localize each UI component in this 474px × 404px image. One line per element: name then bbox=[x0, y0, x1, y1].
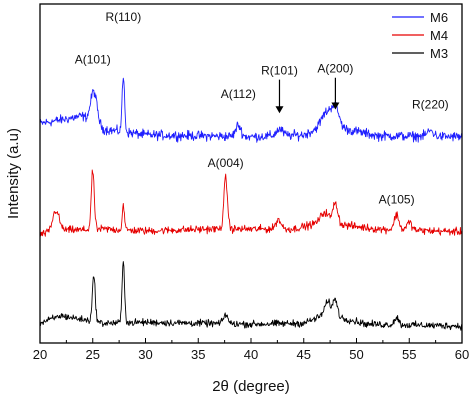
legend-label-m3: M3 bbox=[430, 46, 448, 61]
y-axis-title: Intensity (a.u) bbox=[5, 128, 22, 219]
tick-layer: 20 25 30 35 40 45 50 55 60 bbox=[33, 338, 469, 362]
series-line-m3 bbox=[39, 261, 463, 331]
peak-label: A(105) bbox=[379, 193, 415, 207]
x-tick-label: 30 bbox=[138, 347, 152, 362]
peak-label: A(004) bbox=[208, 156, 244, 170]
legend: M6 M4 M3 bbox=[392, 10, 448, 61]
annotation-layer: A(101) R(110) A(112) R(101) A(200) R(220) A(00… bbox=[75, 10, 449, 207]
series-line-m4 bbox=[39, 169, 463, 237]
legend-label-m4: M4 bbox=[430, 28, 448, 43]
series-layer bbox=[39, 77, 463, 331]
peak-label: A(200) bbox=[317, 62, 353, 76]
arrow-head bbox=[331, 102, 340, 110]
peak-label: R(110) bbox=[105, 10, 141, 24]
x-tick-label: 40 bbox=[244, 347, 258, 362]
x-tick-label: 35 bbox=[191, 347, 205, 362]
x-tick-label: 20 bbox=[33, 347, 47, 362]
x-tick-label: 45 bbox=[297, 347, 311, 362]
x-tick-label: 60 bbox=[455, 347, 469, 362]
arrow-head bbox=[275, 106, 284, 114]
x-axis-title: 2θ (degree) bbox=[212, 378, 290, 395]
peak-label: R(220) bbox=[412, 98, 449, 112]
series-line-m6 bbox=[39, 77, 463, 143]
legend-label-m6: M6 bbox=[430, 10, 448, 25]
x-tick-label: 25 bbox=[86, 347, 100, 362]
peak-label: R(101) bbox=[261, 64, 298, 78]
peak-label: A(112) bbox=[221, 87, 256, 101]
x-tick-label: 55 bbox=[402, 347, 416, 362]
x-tick-label: 50 bbox=[349, 347, 363, 362]
peak-label: A(101) bbox=[75, 52, 111, 66]
